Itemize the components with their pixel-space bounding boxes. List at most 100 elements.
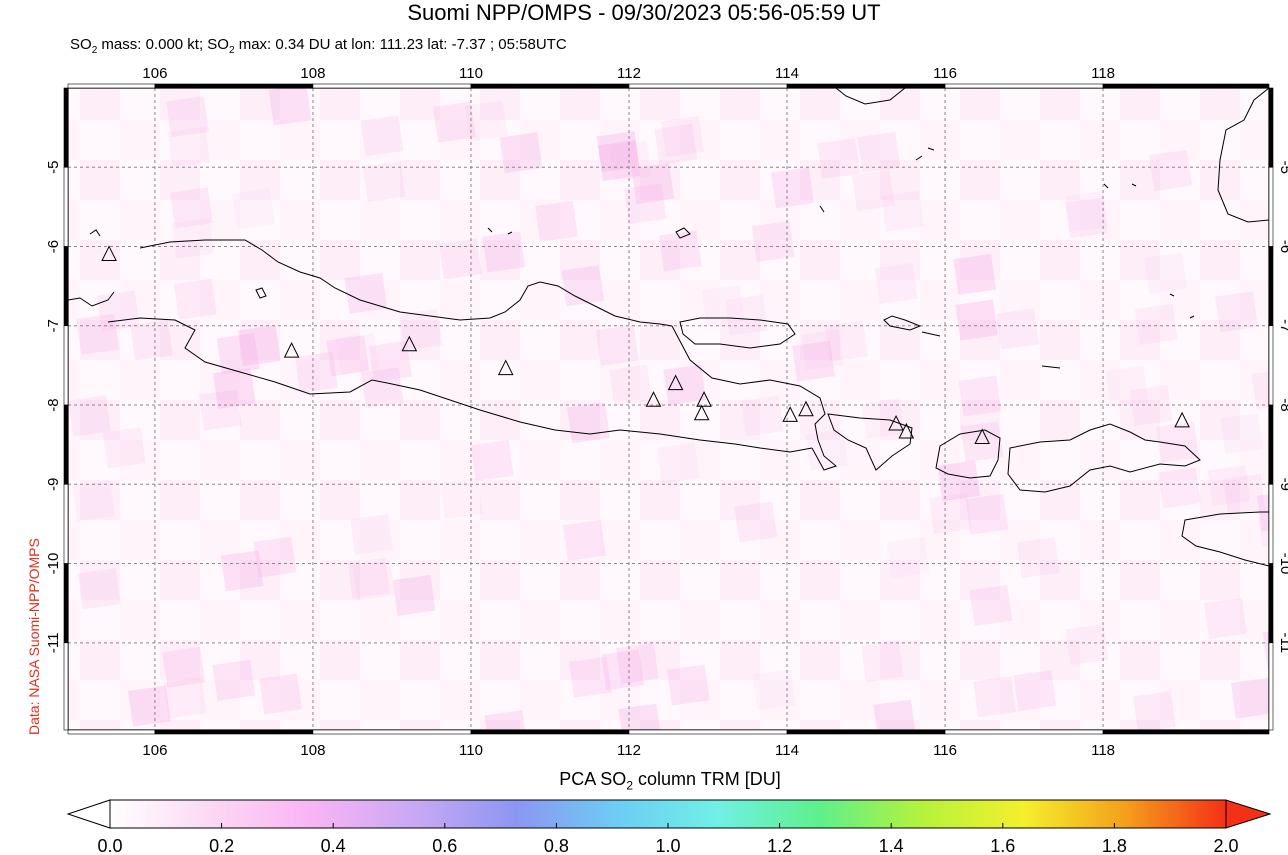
so2-patch bbox=[130, 319, 173, 361]
volcano-icon bbox=[645, 391, 662, 407]
frame-bar-left bbox=[63, 246, 69, 327]
frame-bar-left bbox=[63, 563, 69, 644]
lat-tick-right: -9 bbox=[1277, 478, 1288, 491]
so2-patch bbox=[1158, 467, 1201, 509]
frame-bar-right bbox=[1268, 246, 1274, 327]
lon-tick-top: 108 bbox=[300, 65, 325, 82]
frame-bar-right bbox=[1268, 483, 1274, 564]
colorbar-tick-label: 2.0 bbox=[1213, 836, 1238, 855]
lon-tick-top: 110 bbox=[459, 65, 483, 82]
coast-islets-1 bbox=[819, 147, 1195, 369]
so2-patch bbox=[213, 367, 256, 409]
so2-patch bbox=[609, 364, 652, 406]
so2-patch bbox=[68, 395, 111, 437]
coastlines bbox=[68, 88, 1269, 567]
volcano-icon bbox=[1174, 411, 1190, 428]
colorbar-tick-label: 1.4 bbox=[879, 836, 904, 855]
so2-patch bbox=[973, 676, 1017, 718]
so2-patch bbox=[608, 140, 652, 182]
lat-tick-right: -6 bbox=[1277, 240, 1288, 253]
so2-patch bbox=[1013, 670, 1057, 711]
so2-patch bbox=[960, 421, 1004, 463]
coast-sumatra bbox=[68, 291, 115, 307]
frame-bar-right bbox=[1268, 563, 1274, 644]
frame-bar-bottom bbox=[1102, 729, 1270, 735]
so2-patch bbox=[128, 685, 171, 727]
so2-patch bbox=[741, 395, 784, 437]
so2-patch bbox=[440, 477, 483, 519]
colorbar-tick-label: 1.2 bbox=[767, 836, 792, 855]
so2-patch bbox=[350, 514, 393, 556]
frame-bar-right bbox=[1268, 642, 1274, 731]
volcano-icon bbox=[497, 359, 514, 376]
lon-tick-bottom: 110 bbox=[459, 742, 483, 759]
frame-bar-right bbox=[1268, 87, 1274, 168]
map-title: Suomi NPP/OMPS - 09/30/2023 05:56-05:59 … bbox=[407, 0, 881, 25]
frame-bar-left bbox=[63, 642, 69, 731]
frame-bar-bottom bbox=[944, 729, 1104, 735]
coast-lombok bbox=[935, 429, 1001, 479]
so2-background-field bbox=[68, 88, 1269, 730]
so2-patch bbox=[701, 284, 745, 326]
so2-patch bbox=[825, 320, 868, 362]
lat-tick-left: -9 bbox=[45, 478, 62, 491]
lon-tick-top: 112 bbox=[617, 65, 641, 82]
so2-patch bbox=[102, 427, 146, 469]
subtitle-text-1: mass: 0.000 kt; SO bbox=[97, 36, 229, 53]
volcano-icon bbox=[283, 342, 300, 358]
colorbar-tick-label: 0.8 bbox=[544, 836, 569, 855]
so2-patch bbox=[1220, 413, 1264, 454]
so2-patch bbox=[295, 351, 338, 393]
so2-patch bbox=[96, 290, 140, 332]
so2-patches bbox=[68, 88, 1269, 730]
so2-patch bbox=[852, 170, 895, 211]
coast-java-north bbox=[139, 239, 673, 327]
so2-patch bbox=[1230, 677, 1269, 719]
so2-patch bbox=[499, 132, 543, 174]
so2-patch bbox=[1215, 291, 1258, 333]
so2-patch bbox=[654, 123, 698, 165]
so2-patch bbox=[1257, 505, 1269, 547]
so2-patch bbox=[800, 329, 844, 371]
lon-tick-top: 116 bbox=[933, 65, 957, 82]
so2-patch bbox=[76, 313, 120, 355]
so2-patch bbox=[601, 649, 644, 691]
so2-patch bbox=[861, 641, 904, 682]
so2-patch bbox=[771, 167, 814, 209]
lat-tick-left: -5 bbox=[45, 161, 62, 174]
frame-bar-right bbox=[1268, 404, 1274, 485]
lon-tick-bottom: 116 bbox=[933, 742, 957, 759]
so2-patch bbox=[874, 263, 918, 304]
so2-patch bbox=[471, 439, 514, 481]
frame-bar-bottom bbox=[628, 729, 788, 735]
so2-patch bbox=[268, 88, 312, 126]
lon-tick-bottom: 114 bbox=[775, 742, 799, 759]
colorbar-min-arrow bbox=[66, 799, 111, 829]
so2-patch bbox=[162, 646, 205, 688]
colorbar-title: PCA SO2 column TRM [DU] bbox=[0, 769, 1288, 793]
subtitle-so: SO bbox=[70, 36, 92, 53]
lat-tick-left: -11 bbox=[45, 633, 62, 654]
so2-patch bbox=[595, 324, 639, 366]
so2-patch bbox=[958, 375, 1002, 417]
so2-patch bbox=[1129, 384, 1173, 426]
so2-patch bbox=[399, 309, 443, 351]
so2-patch bbox=[1207, 465, 1251, 507]
so2-patch bbox=[1149, 150, 1192, 191]
so2-patch bbox=[360, 115, 404, 157]
so2-summary: SO2 mass: 0.000 kt; SO2 max: 0.34 DU at … bbox=[70, 36, 567, 60]
colorbar-tick-label: 1.6 bbox=[990, 836, 1015, 855]
frame-bar-top bbox=[154, 83, 314, 89]
frame-bar-top bbox=[786, 83, 946, 89]
so2-patch bbox=[567, 402, 610, 444]
so2-patch bbox=[596, 131, 640, 173]
lat-tick-right: -5 bbox=[1277, 161, 1288, 174]
so2-patch bbox=[751, 221, 795, 262]
colorbar-max-arrow bbox=[1225, 799, 1272, 829]
lat-tick-left: -7 bbox=[45, 319, 62, 332]
frame-bar-left bbox=[63, 404, 69, 485]
volcano-icon bbox=[401, 335, 418, 352]
so2-patch bbox=[657, 442, 700, 484]
colorbar-title-post: column TRM [DU] bbox=[633, 769, 781, 789]
